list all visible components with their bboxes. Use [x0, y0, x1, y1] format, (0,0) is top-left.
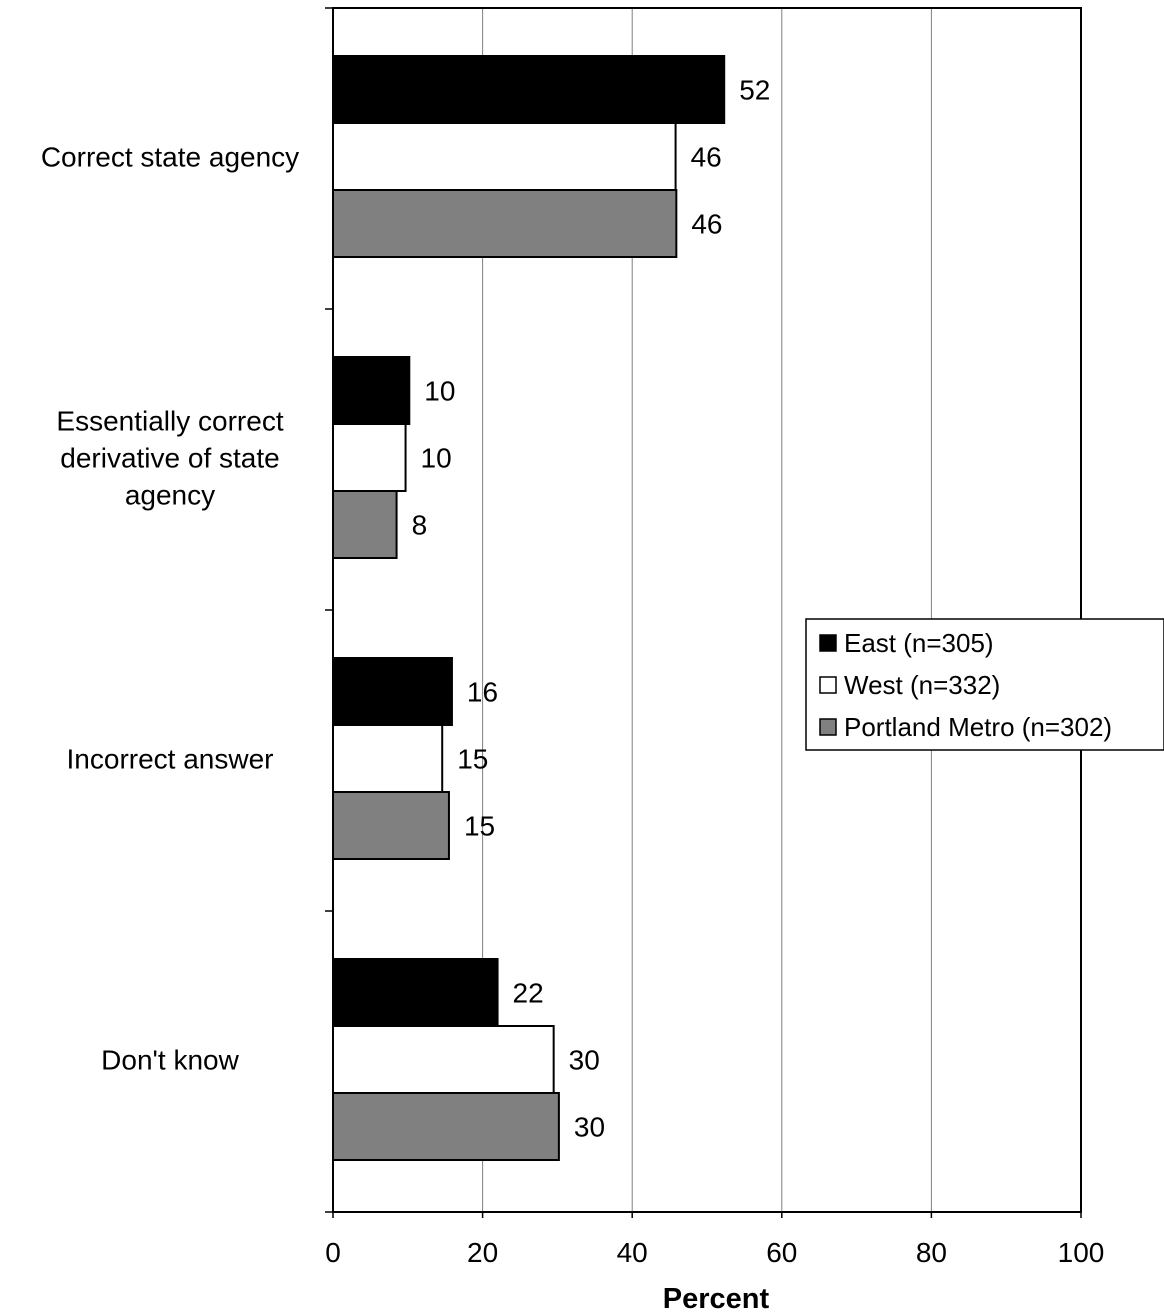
legend-label-1: West (n=332) — [844, 670, 1000, 700]
x-axis: 0 20 40 60 80 100 — [325, 1212, 1104, 1268]
data-label-0-1: 46 — [691, 142, 722, 173]
x-tick-label-60: 60 — [766, 1237, 797, 1268]
data-label-3-0: 22 — [513, 978, 544, 1009]
legend-box — [805, 618, 1164, 751]
legend-label-0: East (n=305) — [844, 628, 994, 658]
data-labels: 52 46 46 10 10 8 16 15 15 22 30 30 — [412, 75, 771, 1143]
data-label-2-2: 15 — [464, 811, 495, 842]
category-label-line: agency — [125, 480, 215, 511]
data-label-2-1: 15 — [457, 744, 488, 775]
data-label-1-2: 8 — [412, 510, 428, 541]
bar-0-2 — [332, 189, 678, 258]
x-axis-title: Percent — [663, 1283, 770, 1313]
category-label-line: Correct state agency — [41, 142, 299, 173]
bar-1-1 — [332, 423, 407, 492]
data-label-0-2: 46 — [691, 209, 722, 240]
bar-3-2 — [332, 1092, 560, 1161]
data-label-0-0: 52 — [739, 75, 770, 106]
x-tick-label-20: 20 — [467, 1237, 498, 1268]
legend-label-2: Portland Metro (n=302) — [844, 712, 1112, 742]
category-label-line: Essentially correct — [56, 406, 283, 437]
category-label-3: Don't know — [101, 1045, 239, 1076]
category-label-1: Essentially correct derivative of state ag… — [56, 406, 283, 511]
category-label-2: Incorrect answer — [67, 744, 274, 775]
x-tick-label-40: 40 — [617, 1237, 648, 1268]
legend-swatch-2 — [819, 718, 837, 736]
category-labels: Correct state agency Essentially correct d… — [41, 142, 299, 1076]
bar-3-1 — [332, 1025, 555, 1094]
category-label-0: Correct state agency — [41, 142, 299, 173]
bars — [332, 55, 726, 1161]
bar-0-0 — [332, 55, 726, 124]
legend: East (n=305) West (n=332) Portland Metro (… — [805, 618, 1164, 751]
bar-2-2 — [332, 791, 450, 860]
plot-frame — [325, 7, 1082, 1213]
bar-0-1 — [332, 122, 677, 191]
legend-swatch-0 — [819, 634, 837, 652]
category-label-line: Incorrect answer — [67, 744, 274, 775]
bar-3-0 — [332, 958, 499, 1027]
data-label-3-2: 30 — [574, 1112, 605, 1143]
data-label-3-1: 30 — [569, 1045, 600, 1076]
bar-1-0 — [332, 356, 411, 425]
data-label-1-0: 10 — [424, 376, 455, 407]
bar-2-0 — [332, 657, 453, 726]
data-label-2-0: 16 — [467, 677, 498, 708]
x-tick-label-80: 80 — [916, 1237, 947, 1268]
x-tick-label-100: 100 — [1058, 1237, 1105, 1268]
data-label-1-1: 10 — [421, 443, 452, 474]
legend-swatch-1 — [819, 676, 837, 694]
bar-1-2 — [332, 490, 398, 559]
category-label-line: Don't know — [101, 1045, 239, 1076]
category-label-line: derivative of state — [60, 443, 279, 474]
bar-2-1 — [332, 724, 444, 793]
x-tick-label-0: 0 — [325, 1237, 341, 1268]
